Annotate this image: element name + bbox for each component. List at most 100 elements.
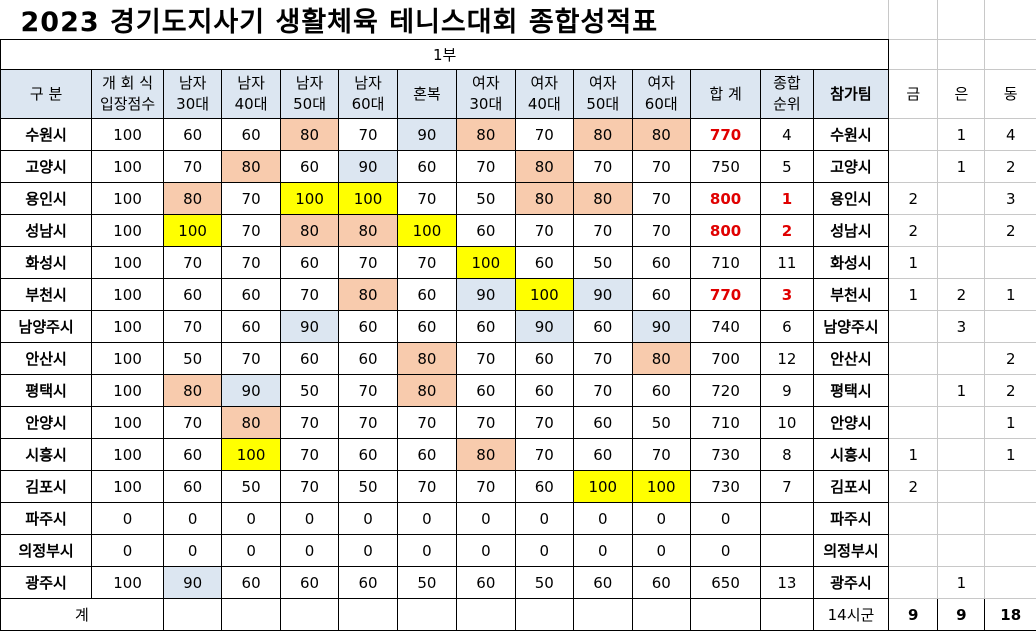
table-row: 수원시 100 60 60 80 70 90 80 70 80 80 770 4 수원시 1 4 xyxy=(0,118,1036,151)
score-women-50: 70 xyxy=(573,374,633,407)
score-women-60: 70 xyxy=(631,182,691,215)
score-men-60: 70 xyxy=(338,246,398,279)
header-team: 참가팀 xyxy=(812,69,890,119)
score-men-60: 70 xyxy=(338,406,398,439)
silver-count: 1 xyxy=(937,150,986,183)
team-name: 평택시 xyxy=(812,374,890,407)
overall-rank: 8 xyxy=(760,438,814,471)
bronze-count xyxy=(984,470,1036,503)
score-men-30: 0 xyxy=(162,534,223,567)
score-men-50: 90 xyxy=(279,310,340,343)
table-row: 의정부시 0 0 0 0 0 0 0 0 0 0 0 의정부시 xyxy=(0,534,1036,567)
score-women-50: 60 xyxy=(573,310,633,343)
total-score: 800 xyxy=(689,214,762,247)
empty-cell xyxy=(888,0,939,40)
score-men-50: 0 xyxy=(279,534,340,567)
total-score: 770 xyxy=(689,118,762,151)
score-men-30: 70 xyxy=(162,246,223,279)
entry-score: 100 xyxy=(91,246,164,279)
table-row: 화성시 100 70 70 60 70 70 100 60 50 60 710 11 화성시 1 xyxy=(0,246,1036,279)
bronze-count xyxy=(984,566,1036,599)
table-row: 시흥시 100 60 100 70 60 60 80 70 60 70 730 8 시흥시 1 1 xyxy=(0,438,1036,471)
score-mixed: 60 xyxy=(396,310,458,343)
score-women-30: 100 xyxy=(456,246,516,279)
score-mixed: 70 xyxy=(396,246,458,279)
score-men-40: 70 xyxy=(221,182,281,215)
sheet-title: 2023 경기도지사기 생활체육 테니스대회 종합성적표 xyxy=(0,0,890,40)
header-line: 여자 xyxy=(530,74,559,92)
header-women-40: 여자 40대 xyxy=(514,69,575,119)
silver-count xyxy=(937,182,986,215)
bronze-count: 1 xyxy=(984,438,1036,471)
team-name: 의정부시 xyxy=(812,534,890,567)
header-mixed: 혼복 xyxy=(396,69,458,119)
empty-cell xyxy=(888,39,939,70)
score-men-60: 90 xyxy=(338,150,398,183)
score-men-50: 60 xyxy=(279,566,340,599)
gold-count xyxy=(888,374,939,407)
total-score: 700 xyxy=(689,342,762,375)
score-women-50: 60 xyxy=(573,406,633,439)
team-name: 파주시 xyxy=(812,502,890,535)
total-score: 710 xyxy=(689,246,762,279)
score-women-30: 0 xyxy=(456,534,516,567)
score-men-50: 60 xyxy=(279,342,340,375)
city-name: 파주시 xyxy=(0,502,93,535)
empty-cell xyxy=(221,598,281,631)
header-men-60: 남자 60대 xyxy=(338,69,398,119)
score-women-60: 60 xyxy=(631,566,691,599)
silver-count xyxy=(937,246,986,279)
city-name: 시흥시 xyxy=(0,438,93,471)
city-name: 고양시 xyxy=(0,150,93,183)
score-men-30: 80 xyxy=(162,374,223,407)
header-line: 순위 xyxy=(773,95,801,113)
team-name: 용인시 xyxy=(812,182,890,215)
score-men-30: 50 xyxy=(162,342,223,375)
score-women-30: 70 xyxy=(456,150,516,183)
score-men-60: 60 xyxy=(338,310,398,343)
table-row: 광주시 100 90 60 60 60 50 60 50 60 60 650 13 광주시 1 xyxy=(0,566,1036,599)
score-men-60: 50 xyxy=(338,470,398,503)
score-men-40: 0 xyxy=(221,502,281,535)
silver-count xyxy=(937,214,986,247)
silver-count xyxy=(937,342,986,375)
score-men-30: 80 xyxy=(162,182,223,215)
score-men-40: 80 xyxy=(221,406,281,439)
bronze-count xyxy=(984,534,1036,567)
overall-rank: 5 xyxy=(760,150,814,183)
total-score: 750 xyxy=(689,150,762,183)
score-men-40: 90 xyxy=(221,374,281,407)
city-name: 안산시 xyxy=(0,342,93,375)
entry-score: 100 xyxy=(91,374,164,407)
empty-cell xyxy=(514,598,575,631)
score-men-60: 80 xyxy=(338,214,398,247)
score-men-60: 70 xyxy=(338,118,398,151)
score-mixed: 90 xyxy=(396,118,458,151)
gold-count: 2 xyxy=(888,182,939,215)
score-men-30: 70 xyxy=(162,406,223,439)
silver-count xyxy=(937,438,986,471)
table-row: 안산시 100 50 70 60 60 80 70 60 70 80 700 12 안산시 2 xyxy=(0,342,1036,375)
score-women-60: 80 xyxy=(631,118,691,151)
total-score: 720 xyxy=(689,374,762,407)
score-men-50: 70 xyxy=(279,278,340,311)
footer-label: 계 xyxy=(0,598,164,631)
entry-score: 100 xyxy=(91,118,164,151)
header-line: 60대 xyxy=(644,95,678,113)
entry-score: 100 xyxy=(91,278,164,311)
score-men-30: 60 xyxy=(162,118,223,151)
score-mixed: 0 xyxy=(396,502,458,535)
header-men-30: 남자 30대 xyxy=(162,69,223,119)
gold-count: 1 xyxy=(888,278,939,311)
score-women-30: 60 xyxy=(456,374,516,407)
table-row: 용인시 100 80 70 100 100 70 50 80 80 70 800 1 용인시 2 3 xyxy=(0,182,1036,215)
score-women-30: 70 xyxy=(456,406,516,439)
entry-score: 0 xyxy=(91,534,164,567)
score-women-50: 60 xyxy=(573,438,633,471)
score-women-50: 70 xyxy=(573,150,633,183)
score-men-60: 70 xyxy=(338,374,398,407)
score-women-50: 70 xyxy=(573,342,633,375)
overall-rank: 1 xyxy=(760,182,814,215)
gold-count xyxy=(888,118,939,151)
